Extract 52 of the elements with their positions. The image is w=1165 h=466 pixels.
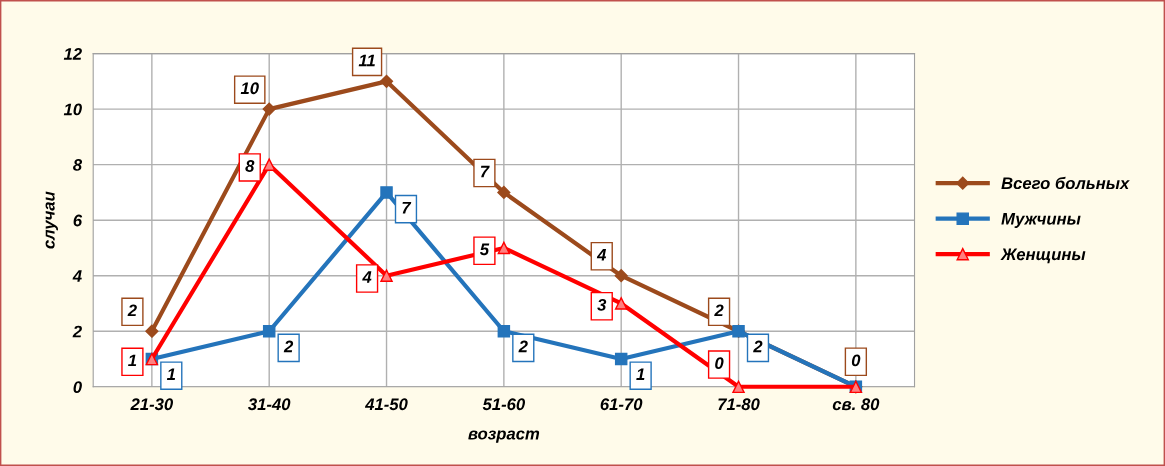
- data-label: 2: [127, 304, 137, 317]
- legend-label: Женщины: [1000, 248, 1086, 264]
- x-tick-label: 21-30: [130, 398, 174, 411]
- y-tick-label: 4: [72, 270, 82, 282]
- data-label: 0: [715, 357, 724, 370]
- data-label: 0: [851, 354, 861, 367]
- point: [614, 269, 628, 283]
- data-label: 11: [358, 54, 375, 67]
- data-label: 7: [480, 165, 490, 178]
- point: [262, 324, 276, 338]
- point: [262, 158, 276, 171]
- point: [497, 185, 511, 200]
- data-label: 3: [597, 298, 607, 311]
- data-label: 5: [479, 243, 490, 256]
- data-label: 4: [596, 249, 607, 261]
- legend-label: Мужчины: [1001, 213, 1081, 228]
- point: [145, 324, 159, 338]
- data-label: 1: [166, 368, 176, 380]
- data-label: 10: [240, 82, 259, 95]
- x-tick-label: 71-80: [718, 398, 760, 411]
- x-tick-label: 31-40: [248, 398, 291, 411]
- data-label: 2: [518, 340, 528, 353]
- data-label: 1: [636, 368, 645, 380]
- x-axis-title: возраст: [468, 430, 540, 443]
- data-label: 2: [753, 340, 763, 353]
- data-label: 1: [128, 354, 137, 367]
- x-tick-label: 41-50: [364, 398, 408, 411]
- x-tick-label: св. 80: [832, 398, 880, 411]
- point: [614, 297, 628, 310]
- legend-label: Всего больных: [1001, 176, 1130, 190]
- point: [262, 102, 276, 116]
- point: [497, 324, 511, 338]
- x-tick-label: 51-60: [482, 398, 526, 411]
- y-tick-label: 8: [73, 159, 83, 171]
- data-label: 8: [245, 160, 255, 172]
- point: [380, 186, 393, 199]
- y-tick-label: 12: [63, 47, 82, 60]
- point: [732, 380, 745, 394]
- y-tick-label: 2: [72, 325, 82, 338]
- y-axis-title: случаи: [45, 191, 58, 249]
- x-tick-label: 61-70: [600, 398, 643, 411]
- data-label: 2: [283, 340, 294, 353]
- y-tick-label: 10: [63, 103, 82, 116]
- point: [379, 74, 394, 88]
- point: [380, 269, 393, 282]
- y-tick-label: 6: [73, 214, 83, 227]
- data-label: 7: [402, 201, 412, 214]
- point: [614, 352, 628, 366]
- y-tick-label: 0: [73, 381, 82, 393]
- data-label: 2: [714, 304, 724, 317]
- point: [497, 241, 511, 255]
- data-label: 4: [362, 271, 372, 283]
